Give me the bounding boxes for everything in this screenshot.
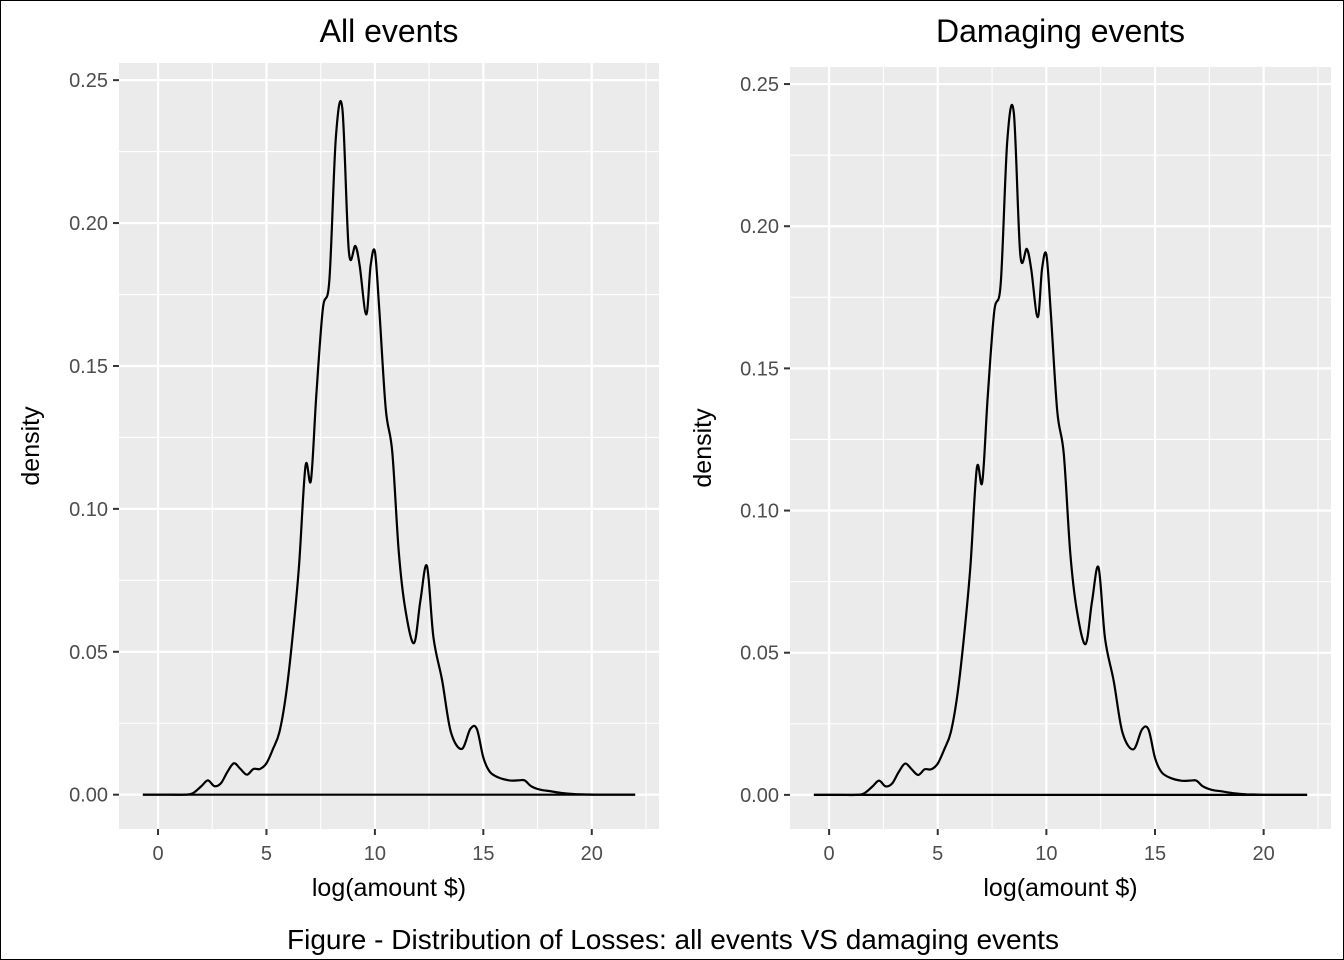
y-tick-label: 0.20 (740, 216, 779, 238)
x-tick-label: 0 (824, 843, 835, 865)
x-axis-title: log(amount $) (983, 874, 1137, 902)
plots-canvas: 0 5 10 15 20 0.00 0.05 0.10 0.15 0.20 0.25 All even… (17, 13, 1331, 902)
chart-panel-2: 0 5 10 15 20 0.00 0.05 0.10 0.15 0.20 0.25 Damaging… (689, 13, 1331, 902)
plot-title: All events (320, 13, 459, 49)
y-tick-label: 0.15 (69, 356, 108, 378)
y-tick-label: 0.25 (69, 70, 108, 92)
x-tick-label: 20 (581, 843, 603, 865)
panel-background (790, 67, 1331, 829)
y-tick-label: 0.20 (69, 213, 108, 235)
y-axis-title: density (689, 408, 717, 488)
x-tick-label: 10 (1035, 843, 1057, 865)
y-tick-label: 0.10 (740, 501, 779, 523)
x-tick-label: 5 (261, 843, 272, 865)
density-line (813, 104, 1308, 797)
y-tick-label: 0.05 (69, 642, 108, 664)
y-tick-label: 0.05 (740, 643, 779, 665)
x-axis-title: log(amount $) (312, 874, 466, 902)
plot-title: Damaging events (936, 13, 1185, 49)
y-tick-label: 0.25 (740, 74, 779, 96)
y-tick-label: 0.00 (740, 785, 779, 807)
panel-background (119, 63, 659, 829)
x-tick-label: 20 (1253, 843, 1275, 865)
y-tick-label: 0.15 (740, 358, 779, 380)
density-line (142, 100, 636, 796)
x-tick-label: 10 (364, 843, 386, 865)
y-tick-label: 0.10 (69, 499, 108, 521)
x-tick-label: 15 (1144, 843, 1166, 865)
figure-caption: Figure - Distribution of Losses: all eve… (287, 924, 1059, 955)
y-axis-title: density (17, 406, 45, 486)
x-tick-label: 5 (932, 843, 943, 865)
y-tick-label: 0.00 (69, 785, 108, 807)
x-tick-label: 0 (152, 843, 163, 865)
chart-panel-1: 0 5 10 15 20 0.00 0.05 0.10 0.15 0.20 0.25 All even… (17, 13, 659, 902)
x-tick-label: 15 (472, 843, 494, 865)
